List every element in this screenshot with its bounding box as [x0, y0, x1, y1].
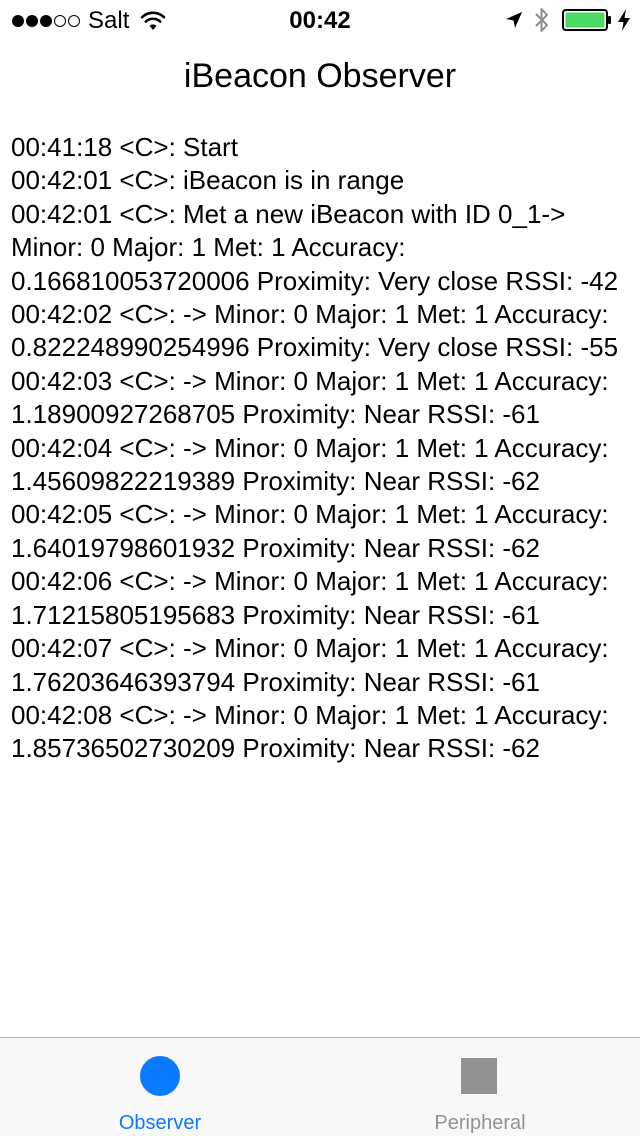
log-entry: 00:42:01 <C>: iBeacon is in range [11, 165, 405, 196]
log-entry: 00:42:05 <C>: -> Minor: 0 Major: 1 Met: … [11, 499, 609, 563]
charging-icon [618, 9, 630, 31]
tab-bar: Observer Peripheral [0, 1037, 640, 1136]
tab-peripheral-label: Peripheral [434, 1112, 526, 1134]
log-entry: 00:42:08 <C>: -> Minor: 0 Major: 1 Met: … [11, 699, 609, 764]
tab-observer[interactable]: Observer [0, 1038, 320, 1136]
log-entry: 00:42:07 <C>: -> Minor: 0 Major: 1 Met: … [11, 633, 609, 697]
status-bar: Salt 00:42 [0, 0, 640, 40]
signal-dot-empty [54, 15, 66, 27]
signal-strength-icon [12, 13, 82, 29]
battery-level-fill [565, 12, 605, 28]
signal-dot-filled [12, 15, 24, 27]
square-icon [461, 1058, 497, 1094]
wifi-icon [140, 11, 166, 30]
log-entry: 00:42:04 <C>: -> Minor: 0 Major: 1 Met: … [11, 432, 609, 497]
tab-peripheral[interactable]: Peripheral [320, 1038, 640, 1136]
battery-icon [562, 9, 611, 31]
log-entry: 00:42:02 <C>: -> Minor: 0 Major: 1 Met: … [11, 299, 619, 363]
circle-icon [140, 1056, 180, 1096]
log-text-view[interactable]: 00:41:18 <C>: Start 00:42:01 <C>: iBeacon… [11, 131, 633, 1035]
log-entry: 00:41:18 <C>: Start [11, 132, 238, 162]
bluetooth-icon [535, 8, 548, 32]
signal-dot-empty [68, 15, 80, 27]
page-title: iBeacon Observer [183, 57, 457, 95]
signal-dot-filled [26, 15, 38, 27]
signal-dot-filled [40, 15, 52, 27]
log-entry: 00:42:03 <C>: -> Minor: 0 Major: 1 Met: … [11, 365, 609, 430]
tab-observer-label: Observer [118, 1112, 202, 1134]
log-entry: 00:42:01 <C>: Met a new iBeacon with ID … [11, 198, 619, 296]
log-entry: 00:42:06 <C>: -> Minor: 0 Major: 1 Met: … [11, 566, 609, 630]
location-icon [506, 12, 522, 28]
carrier-name: Salt [88, 7, 130, 34]
